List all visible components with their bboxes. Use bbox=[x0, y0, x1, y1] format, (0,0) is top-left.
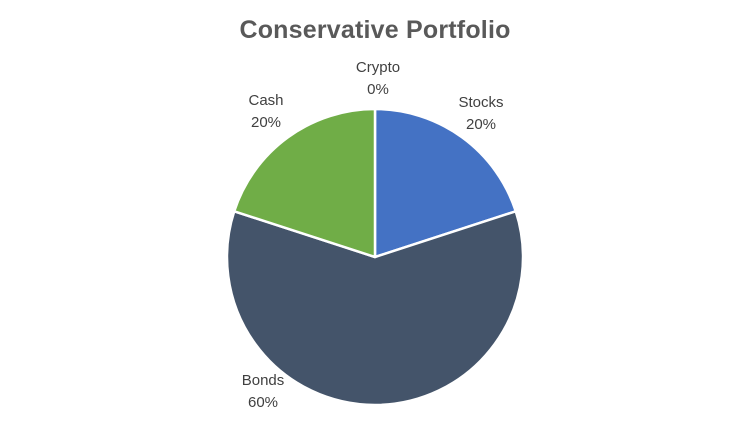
data-label-crypto: Crypto 0% bbox=[356, 59, 400, 98]
data-label-cash-value: 20% bbox=[251, 114, 281, 131]
data-label-bonds: Bonds 60% bbox=[242, 372, 285, 411]
pie-slice-stocks bbox=[373, 107, 518, 259]
chart-title: Conservative Portfolio bbox=[239, 16, 511, 44]
data-label-stocks: Stocks 20% bbox=[458, 94, 503, 133]
data-label-stocks-name: Stocks bbox=[458, 94, 503, 111]
data-label-cash: Cash 20% bbox=[248, 92, 283, 131]
data-label-bonds-name: Bonds bbox=[242, 372, 285, 389]
data-label-crypto-name: Crypto bbox=[356, 59, 400, 76]
data-label-stocks-value: 20% bbox=[466, 116, 496, 133]
pie-slice-cash bbox=[232, 107, 377, 259]
data-label-bonds-value: 60% bbox=[248, 394, 278, 411]
pie-slice-bonds bbox=[225, 210, 525, 407]
pie-slices bbox=[225, 107, 525, 407]
data-label-cash-name: Cash bbox=[248, 92, 283, 109]
data-label-crypto-value: 0% bbox=[367, 81, 389, 98]
